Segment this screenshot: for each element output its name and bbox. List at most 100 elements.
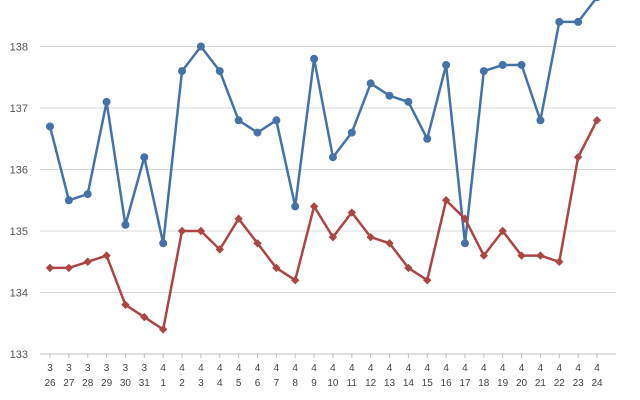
data-point xyxy=(159,239,168,248)
data-point xyxy=(196,42,205,51)
y-tick-label: 136 xyxy=(10,165,28,177)
x-tick-label-month: 4 xyxy=(538,363,544,374)
x-tick-label-day: 10 xyxy=(327,378,339,389)
data-point xyxy=(460,239,469,248)
data-point xyxy=(573,153,583,162)
x-tick-label-day: 5 xyxy=(236,378,242,389)
data-point xyxy=(83,190,92,199)
x-tick-label-month: 3 xyxy=(142,363,148,374)
data-point xyxy=(272,116,281,125)
x-tick-label-day: 23 xyxy=(573,378,585,389)
x-tick-label-day: 17 xyxy=(459,378,471,389)
x-tick-label-month: 4 xyxy=(500,363,506,374)
x-tick-label-day: 2 xyxy=(179,378,185,389)
data-point xyxy=(234,214,243,223)
series-1 xyxy=(46,0,600,248)
data-point xyxy=(121,300,130,309)
x-tick-label-day: 24 xyxy=(591,378,603,389)
data-point xyxy=(291,202,300,211)
data-point xyxy=(102,97,111,106)
data-point xyxy=(64,263,74,273)
series-2-line xyxy=(50,119,599,331)
x-tick-label-month: 3 xyxy=(85,363,91,374)
x-tick-label-day: 4 xyxy=(217,378,223,389)
data-point xyxy=(479,251,489,260)
data-point xyxy=(347,128,356,137)
x-tick-label-month: 4 xyxy=(406,363,412,374)
series-2 xyxy=(45,116,602,334)
data-point xyxy=(291,276,300,285)
x-tick-label-month: 4 xyxy=(556,363,562,374)
x-tick-label-month: 4 xyxy=(255,363,261,374)
x-tick-label-month: 4 xyxy=(575,363,581,374)
data-point xyxy=(536,251,545,260)
x-tick-label-month: 3 xyxy=(66,363,72,374)
data-point xyxy=(442,60,451,69)
x-tick-label-day: 21 xyxy=(535,378,547,389)
series-1-line xyxy=(48,0,597,245)
data-point xyxy=(385,239,394,248)
data-point xyxy=(328,232,338,242)
x-tick-label-day: 28 xyxy=(82,378,94,389)
data-point xyxy=(441,196,451,205)
x-tick-label-day: 27 xyxy=(63,378,75,389)
x-tick-label-month: 4 xyxy=(274,363,280,374)
data-point xyxy=(385,91,394,100)
x-tick-label-month: 4 xyxy=(217,363,223,374)
x-tick-label-month: 4 xyxy=(424,363,430,374)
data-point xyxy=(517,251,526,260)
data-point xyxy=(234,116,243,125)
x-tick-label-day: 14 xyxy=(403,378,415,389)
data-point xyxy=(272,263,281,273)
data-point xyxy=(310,54,319,63)
data-point xyxy=(140,153,149,162)
y-tick-label: 137 xyxy=(10,103,28,115)
data-point xyxy=(517,60,526,69)
x-tick-label-month: 4 xyxy=(179,363,185,374)
x-tick-label-month: 4 xyxy=(462,363,468,374)
x-tick-label-month: 4 xyxy=(443,363,449,374)
x-tick-label-day: 15 xyxy=(422,378,434,389)
x-tick-label-month: 4 xyxy=(594,363,600,374)
x-tick-label-day: 16 xyxy=(441,378,453,389)
data-point xyxy=(592,116,602,125)
x-tick-label-month: 4 xyxy=(198,363,204,374)
x-tick-label-day: 9 xyxy=(311,378,317,389)
data-point xyxy=(594,0,600,2)
series-group xyxy=(45,0,602,334)
data-point xyxy=(196,226,206,236)
data-point xyxy=(479,67,488,76)
data-point xyxy=(121,220,130,229)
data-point xyxy=(102,251,111,260)
x-tick-label-day: 31 xyxy=(139,378,151,389)
x-tick-label-day: 12 xyxy=(365,378,377,389)
y-tick-label: 138 xyxy=(10,42,28,54)
data-point xyxy=(574,17,583,26)
x-tick-label-month: 4 xyxy=(330,363,336,374)
x-tick-label-day: 19 xyxy=(497,378,509,389)
x-tick-label-day: 18 xyxy=(478,378,490,389)
data-point xyxy=(158,325,168,334)
data-point xyxy=(253,239,262,248)
data-point xyxy=(404,263,413,273)
data-point xyxy=(460,214,470,223)
data-point xyxy=(555,257,564,266)
y-tick-label: 134 xyxy=(10,288,28,300)
data-point xyxy=(498,226,507,236)
x-tick-label-day: 22 xyxy=(554,378,566,389)
x-tick-label-day: 20 xyxy=(516,378,528,389)
x-tick-label-day: 3 xyxy=(198,378,204,389)
data-point xyxy=(366,232,375,242)
data-point xyxy=(366,79,375,88)
x-tick-label-day: 30 xyxy=(120,378,132,389)
data-point xyxy=(140,312,149,322)
data-point xyxy=(423,134,432,143)
x-tick-label-month: 4 xyxy=(481,363,487,374)
x-tick-label-month: 3 xyxy=(104,363,110,374)
x-axis xyxy=(40,353,616,358)
data-point xyxy=(328,153,337,162)
data-point xyxy=(83,257,92,266)
x-tick-label-month: 4 xyxy=(519,363,525,374)
x-tick-label-day: 7 xyxy=(274,378,280,389)
